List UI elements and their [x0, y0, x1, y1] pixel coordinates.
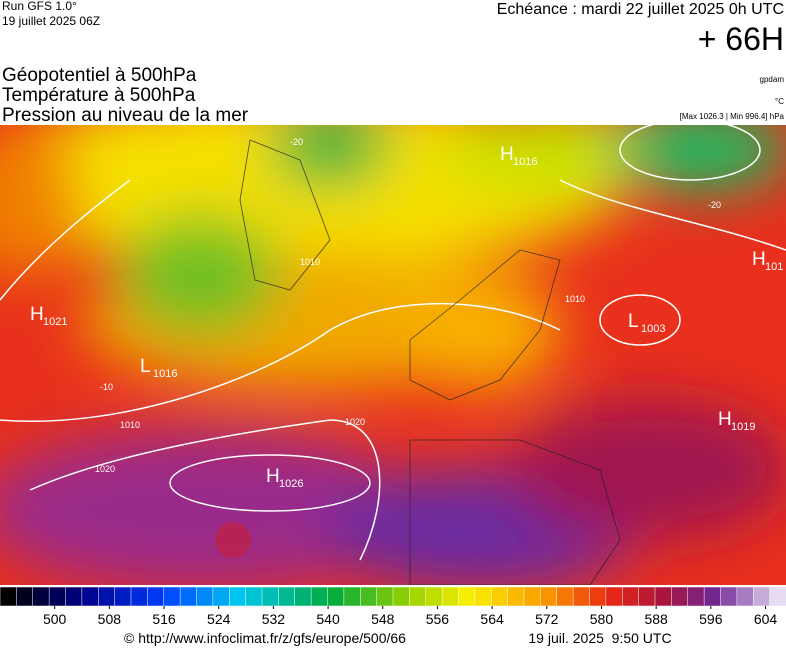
colorbar-swatch: [523, 586, 542, 607]
colorbar-swatch: [310, 586, 329, 607]
colorbar-swatch: [261, 586, 280, 607]
colorbar-tick-label: 556: [426, 611, 450, 627]
contour-label: 1020: [345, 417, 365, 427]
run-label: Run GFS 1.0°: [2, 0, 77, 13]
colorbar-swatch: [572, 586, 591, 607]
colorbar-swatch: [376, 586, 394, 607]
colorbar-tick-label: 524: [207, 611, 231, 627]
lead-time: + 66H: [698, 21, 784, 57]
colorbar-swatch: [360, 586, 378, 607]
colorbar-tick-label: 540: [316, 611, 340, 627]
colorbar-swatch: [687, 586, 705, 607]
colorbar-tick-label: 572: [535, 611, 559, 627]
colorbar-swatch: [703, 586, 722, 607]
title-line: Géopotentiel à 500hPa: [2, 65, 197, 86]
forecast-time: Echéance : mardi 22 juillet 2025 0h UTC: [497, 1, 784, 18]
colorbar-swatch: [327, 586, 345, 607]
colorbar-swatch: [278, 586, 296, 607]
center-symbol: H: [500, 144, 514, 165]
colorbar-swatch: [622, 586, 640, 607]
colorbar-swatch: [507, 586, 525, 607]
colorbar-swatch: [491, 586, 509, 607]
title-line: Température à 500hPa: [2, 85, 196, 106]
colorbar-tick-label: 508: [98, 611, 122, 627]
source-url: © http://www.infoclimat.fr/z/gfs/europe/…: [124, 630, 406, 646]
center-symbol: H: [266, 466, 280, 487]
colorbar-tick-label: 532: [262, 611, 286, 627]
center-value: 1016: [513, 156, 537, 168]
colorbar-swatch: [589, 586, 607, 607]
colorbar-swatch: [654, 586, 673, 607]
contour-label: 1020: [95, 464, 115, 474]
center-symbol: L: [140, 356, 151, 377]
colorbar-swatch: [753, 586, 771, 607]
colorbar-swatch: [294, 586, 312, 607]
unit-label: °C: [775, 97, 784, 106]
colorbar-tick-label: 596: [699, 611, 723, 627]
center-symbol: H: [30, 304, 44, 325]
colorbar-swatch: [114, 586, 132, 607]
colorbar-swatch: [229, 586, 247, 607]
colorbar-swatch: [441, 586, 460, 607]
colorbar-swatch: [769, 586, 786, 607]
center-value: 1021: [43, 316, 67, 328]
run-date: 19 juillet 2025 06Z: [2, 14, 100, 28]
center-value: 1016: [153, 368, 177, 380]
colorbar-swatch: [605, 586, 623, 607]
colorbar-swatch: [81, 586, 99, 607]
colorbar-tick-label: 564: [480, 611, 504, 627]
colorbar-swatch: [212, 586, 230, 607]
center-symbol: H: [752, 249, 766, 270]
colorbar-swatch: [409, 586, 427, 607]
colorbar-swatch: [32, 586, 50, 607]
colorbar-swatch: [16, 586, 34, 607]
colorbar-tick-label: 500: [43, 611, 67, 627]
center-value: 1019: [731, 421, 755, 433]
colorbar-swatch: [392, 586, 411, 607]
contour-label: 1010: [300, 257, 320, 267]
colorbar-swatch: [638, 586, 656, 607]
center-value: 101: [765, 261, 783, 273]
extremes-label: [Max 1026.3 | Min 996.4] hPa: [680, 112, 785, 121]
colorbar-swatch: [147, 586, 165, 607]
center-symbol: H: [718, 409, 732, 430]
contour-label: -20: [290, 137, 303, 147]
colorbar-swatch: [720, 586, 738, 607]
colorbar-tick-label: 548: [371, 611, 395, 627]
colorbar-swatch: [736, 586, 754, 607]
contour-label: -10: [100, 382, 113, 392]
colorbar-swatch: [48, 586, 67, 607]
colorbar-tick-label: 580: [590, 611, 614, 627]
title-line: Pression au niveau de la mer: [2, 105, 249, 126]
center-value: 1026: [279, 478, 303, 490]
colorbar-swatch: [556, 586, 574, 607]
center-value: 1003: [641, 323, 665, 335]
colorbar-swatch: [65, 586, 83, 607]
colorbar-tick-label: 604: [754, 611, 778, 627]
colorbar-swatch: [163, 586, 181, 607]
colorbar-swatch: [540, 586, 558, 607]
colorbar-swatch: [474, 586, 492, 607]
colorbar-swatch: [196, 586, 214, 607]
contour-label: -20: [708, 200, 721, 210]
colorbar-swatch: [425, 586, 443, 607]
timestamp: 19 juil. 2025 9:50 UTC: [528, 630, 671, 646]
colorbar: 500 508 516 524 532 540 548 556 564 572 580 588 596 6…: [0, 586, 786, 627]
colorbar-swatch: [458, 586, 476, 607]
colorbar-swatch: [245, 586, 263, 607]
colorbar-swatch: [0, 586, 18, 607]
center-symbol: L: [628, 311, 639, 332]
colorbar-swatch: [98, 586, 116, 607]
colorbar-swatch: [343, 586, 361, 607]
unit-label: gpdam: [760, 75, 785, 84]
contour-label: 1010: [565, 294, 585, 304]
colorbar-tick-label: 588: [644, 611, 668, 627]
colorbar-swatch: [130, 586, 149, 607]
colorbar-tick-label: 516: [152, 611, 176, 627]
contour-label: 1010: [120, 420, 140, 430]
colorbar-swatch: [671, 586, 689, 607]
colorbar-swatch: [179, 586, 198, 607]
